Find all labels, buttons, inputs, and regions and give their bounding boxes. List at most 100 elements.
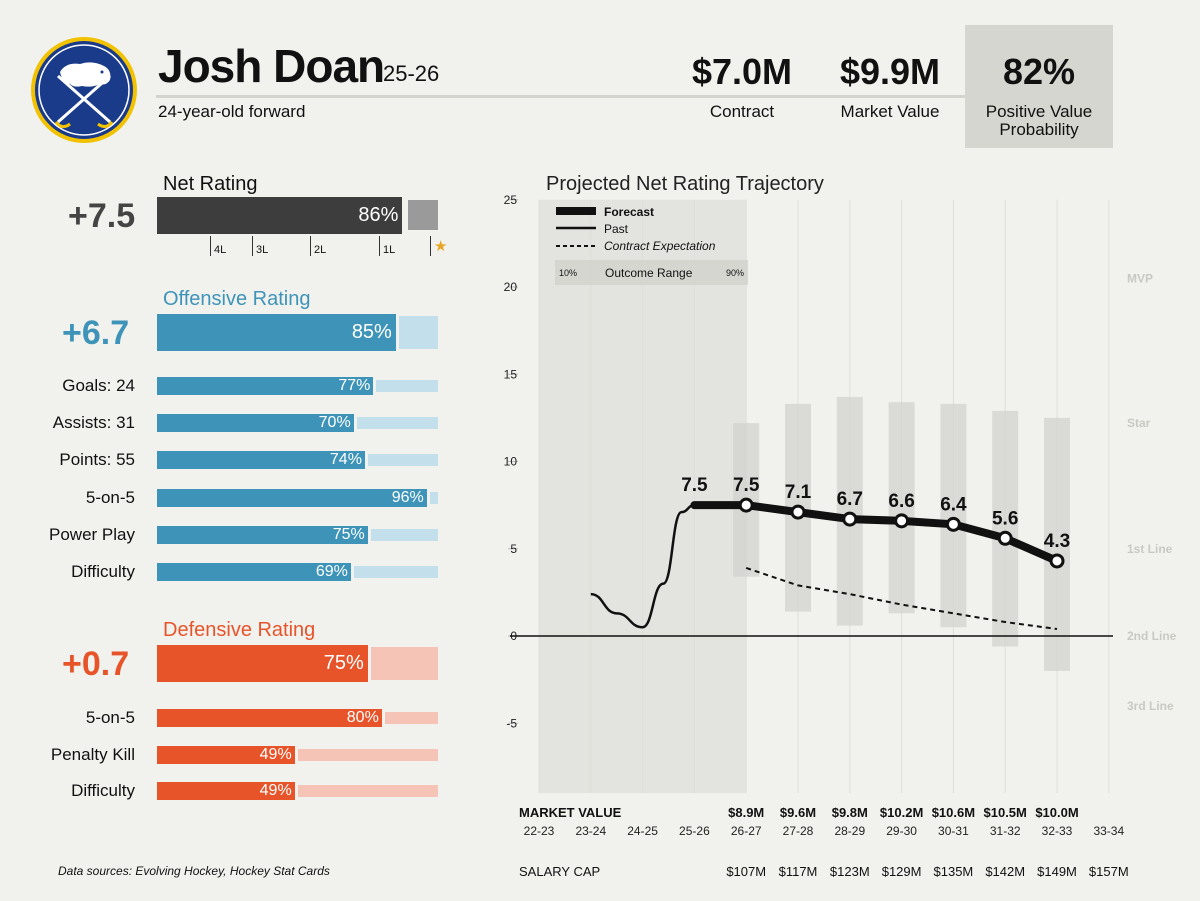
- offensive-row-bar: 77%: [157, 377, 374, 395]
- scale-tick-label: 1L: [383, 244, 396, 256]
- market-value-cell: $10.6M: [932, 805, 975, 820]
- defensive-rating-value: +0.7: [62, 645, 130, 683]
- forecast-point: [894, 513, 910, 529]
- salary-cap-cell: $142M: [985, 864, 1025, 879]
- defensive-row-label: 5-on-5: [85, 708, 135, 727]
- season-label: 25-26: [679, 824, 710, 838]
- defensive-row-bar: 49%: [157, 745, 295, 764]
- offensive-row-track: [370, 528, 438, 541]
- tier-label: MVP: [1127, 271, 1153, 285]
- forecast-point: [997, 530, 1013, 546]
- legend-forecast-label: Forecast: [604, 205, 654, 219]
- market-value-cell: $9.6M: [780, 805, 816, 820]
- kpi-market-label: Market Value: [840, 102, 940, 121]
- forecast-value-label: 6.7: [837, 489, 863, 510]
- offensive-row-label: Goals: 24: [62, 376, 135, 395]
- salary-cap-title: SALARY CAP: [519, 864, 600, 879]
- offensive-row-bar: 74%: [157, 451, 365, 470]
- offensive-row-bar: 69%: [157, 563, 351, 581]
- scale-tick-label: 3L: [256, 244, 269, 256]
- defensive-row-track: [384, 712, 438, 724]
- kpi-probability-label: Positive Value Probability: [985, 102, 1093, 139]
- offensive-rating-pct: 85%: [351, 321, 392, 343]
- season-label: 24-25: [627, 824, 658, 838]
- forecast-value-label: 5.6: [992, 508, 1018, 529]
- y-tick-label: -5: [506, 716, 517, 730]
- legend-range-high: 90%: [726, 268, 744, 278]
- kpi-contract-value: $7.0M: [691, 51, 793, 92]
- outcome-range-bar: [836, 396, 863, 626]
- forecast-point: [790, 504, 806, 520]
- kpi-market-value: $9.9M: [839, 51, 941, 92]
- forecast-value-label: 7.5: [681, 475, 708, 496]
- tier-label: 2nd Line: [1127, 629, 1177, 643]
- forecast-point: [1049, 553, 1065, 569]
- legend-range-swatch: [555, 260, 748, 285]
- salary-cap-cell: $107M: [726, 864, 766, 879]
- market-value-cell: $10.5M: [984, 805, 1027, 820]
- chart-title: Projected Net Rating Trajectory: [546, 173, 824, 195]
- offensive-row-pct: 96%: [391, 488, 424, 506]
- net-rating-bar: 86%: [157, 197, 403, 234]
- scale-tick: [252, 236, 253, 256]
- offensive-rating-bar-track: [398, 316, 438, 349]
- offensive-rating-bar: 85%: [157, 314, 396, 351]
- offensive-row-label: Power Play: [49, 524, 135, 544]
- y-tick-label: 10: [504, 455, 518, 469]
- defensive-row-pct: 80%: [346, 709, 379, 726]
- offensive-row-bar: 75%: [157, 525, 368, 544]
- forecast-line: [690, 501, 1061, 565]
- defensive-row-label: Penalty Kill: [50, 744, 135, 764]
- defensive-rating-title: Defensive Rating: [163, 619, 316, 641]
- market-value-title: MARKET VALUE: [519, 805, 622, 820]
- y-tick-label: 25: [504, 193, 518, 207]
- offensive-row-track: [367, 454, 438, 467]
- offensive-row-track: [376, 380, 438, 392]
- y-tick-label: 15: [504, 367, 518, 381]
- offensive-row-track: [353, 566, 438, 578]
- defensive-row-label: Difficulty: [71, 781, 135, 800]
- season-label: 29-30: [886, 824, 917, 838]
- defensive-row-track: [297, 748, 438, 761]
- legend-range-low: 10%: [559, 268, 577, 278]
- offensive-rating-title: Offensive Rating: [163, 288, 311, 310]
- offensive-row-pct: 69%: [315, 563, 348, 580]
- defensive-row-bar: 49%: [157, 782, 295, 800]
- offensive-row-label: 5-on-5: [85, 487, 135, 507]
- scale-tick: [210, 236, 211, 256]
- offensive-row-bar: 96%: [157, 488, 427, 507]
- net-rating-value: +7.5: [68, 197, 136, 235]
- net-rating-bar-remainder: [408, 200, 438, 230]
- scale-tick-label: 4L: [214, 244, 227, 256]
- season-label: 25-26: [383, 61, 440, 86]
- kpi-highlight-box: [965, 25, 1113, 148]
- season-label: 32-33: [1042, 824, 1073, 838]
- team-logo: [31, 37, 137, 143]
- forecast-point: [945, 516, 961, 532]
- season-label: 23-24: [575, 824, 606, 838]
- salary-cap-cell: $157M: [1089, 864, 1129, 879]
- defensive-row-bar: 80%: [157, 709, 382, 727]
- offensive-row-pct: 77%: [338, 377, 371, 394]
- market-value-cell: $10.2M: [880, 805, 923, 820]
- defensive-row-pct: 49%: [259, 782, 292, 799]
- outcome-range-bar: [940, 403, 967, 628]
- salary-cap-cell: $149M: [1037, 864, 1077, 879]
- scale-tick: [310, 236, 311, 256]
- salary-cap-cell: $117M: [779, 864, 818, 879]
- season-label: 26-27: [731, 824, 762, 838]
- data-sources-note: Data sources: Evolving Hockey, Hockey St…: [58, 864, 330, 878]
- legend-range-label: Outcome Range: [605, 266, 693, 280]
- past-line: [590, 503, 695, 629]
- forecast-point: [738, 497, 754, 513]
- forecast-value-label: 7.5: [733, 475, 760, 496]
- forecast-value-label: 6.6: [888, 491, 914, 512]
- offensive-row-bar: 70%: [157, 414, 354, 433]
- offensive-row-track: [356, 417, 438, 430]
- salary-cap-cell: $123M: [830, 864, 870, 879]
- scale-tick: [379, 236, 380, 256]
- offensive-row-pct: 74%: [329, 451, 362, 469]
- forecast-value-label: 4.3: [1044, 531, 1070, 552]
- season-label: 22-23: [524, 824, 555, 838]
